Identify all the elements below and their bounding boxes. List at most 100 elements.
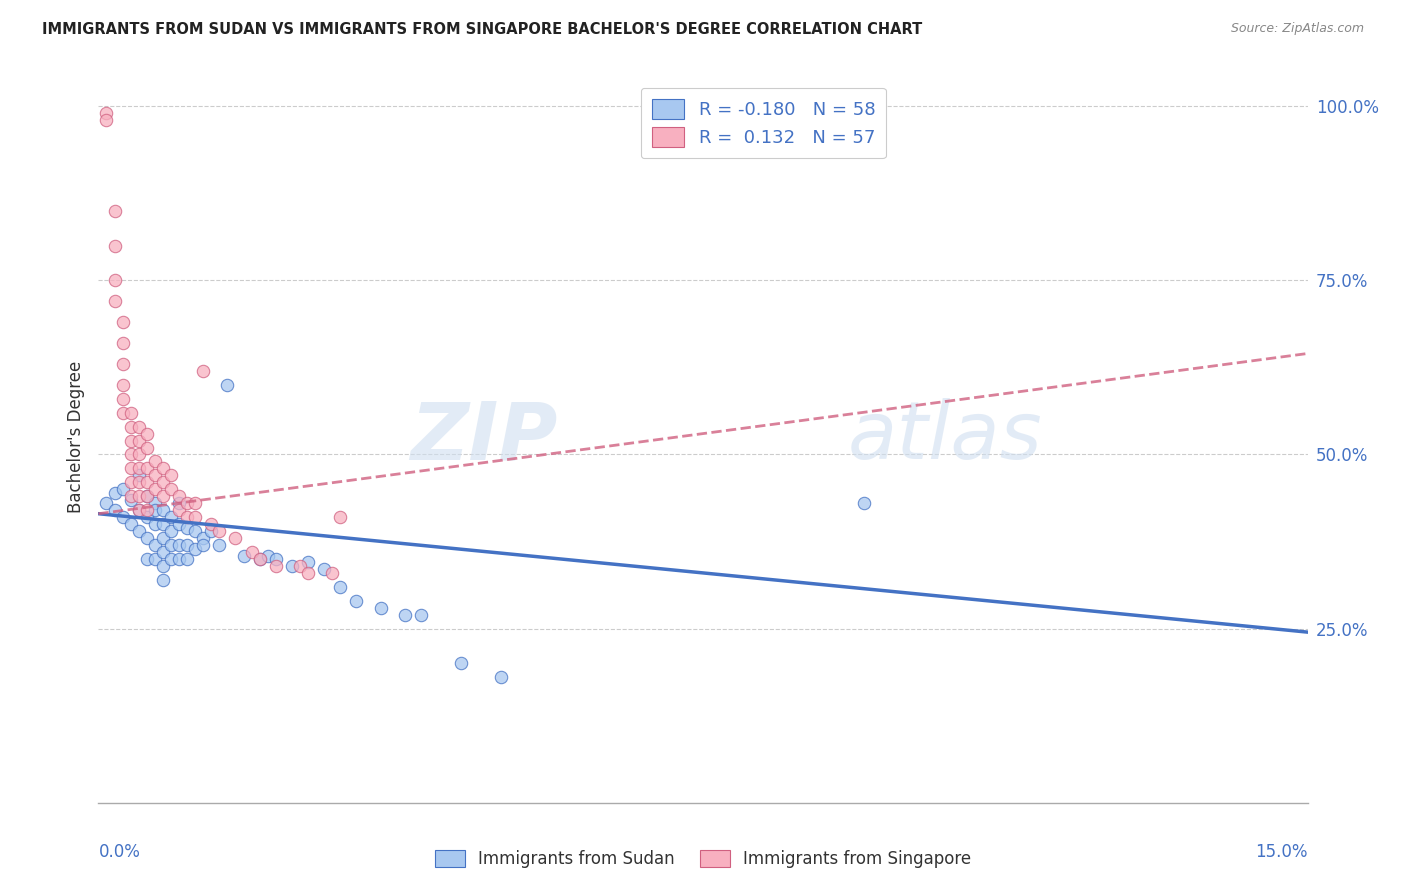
- Point: [111, 406, 134, 420]
- Point: [143, 503, 166, 517]
- Point: [96, 106, 118, 120]
- Point: [176, 552, 198, 566]
- Point: [120, 489, 142, 503]
- Point: [450, 657, 472, 671]
- Point: [120, 461, 142, 475]
- Text: 0.0%: 0.0%: [98, 843, 141, 861]
- Point: [120, 406, 142, 420]
- Point: [120, 419, 142, 434]
- Point: [135, 489, 157, 503]
- Point: [111, 336, 134, 351]
- Point: [135, 531, 157, 545]
- Text: ZIP: ZIP: [411, 398, 558, 476]
- Point: [103, 485, 125, 500]
- Point: [184, 510, 207, 524]
- Point: [167, 552, 190, 566]
- Text: 15.0%: 15.0%: [1256, 843, 1308, 861]
- Point: [200, 524, 222, 538]
- Point: [128, 524, 150, 538]
- Point: [120, 492, 142, 507]
- Point: [184, 541, 207, 556]
- Point: [249, 552, 271, 566]
- Point: [128, 503, 150, 517]
- Point: [128, 489, 150, 503]
- Point: [281, 558, 304, 573]
- Point: [160, 468, 183, 483]
- Point: [297, 566, 319, 580]
- Point: [200, 517, 222, 532]
- Text: Source: ZipAtlas.com: Source: ZipAtlas.com: [1230, 22, 1364, 36]
- Point: [193, 538, 215, 552]
- Point: [176, 538, 198, 552]
- Point: [152, 558, 174, 573]
- Point: [103, 238, 125, 252]
- Point: [160, 552, 183, 566]
- Point: [120, 475, 142, 490]
- Point: [297, 556, 319, 570]
- Point: [143, 496, 166, 510]
- Point: [143, 468, 166, 483]
- Point: [288, 558, 311, 573]
- Point: [111, 315, 134, 329]
- Point: [135, 475, 157, 490]
- Point: [120, 517, 142, 532]
- Point: [160, 483, 183, 497]
- Point: [264, 552, 287, 566]
- Point: [143, 538, 166, 552]
- Point: [135, 503, 157, 517]
- Point: [111, 483, 134, 497]
- Point: [152, 517, 174, 532]
- Point: [135, 426, 157, 441]
- Point: [370, 600, 392, 615]
- Point: [264, 558, 287, 573]
- Point: [128, 448, 150, 462]
- Point: [152, 475, 174, 490]
- Text: atlas: atlas: [848, 398, 1043, 476]
- Point: [135, 489, 157, 503]
- Point: [176, 510, 198, 524]
- Point: [103, 503, 125, 517]
- Point: [329, 510, 352, 524]
- Point: [240, 545, 263, 559]
- Point: [176, 496, 198, 510]
- Point: [143, 517, 166, 532]
- Point: [128, 475, 150, 490]
- Point: [232, 549, 254, 563]
- Point: [143, 552, 166, 566]
- Y-axis label: Bachelor's Degree: Bachelor's Degree: [66, 361, 84, 513]
- Point: [128, 468, 150, 483]
- Point: [128, 419, 150, 434]
- Point: [167, 538, 190, 552]
- Point: [491, 670, 513, 684]
- Point: [217, 377, 239, 392]
- Point: [160, 538, 183, 552]
- Text: IMMIGRANTS FROM SUDAN VS IMMIGRANTS FROM SINGAPORE BACHELOR'S DEGREE CORRELATION: IMMIGRANTS FROM SUDAN VS IMMIGRANTS FROM…: [42, 22, 922, 37]
- Point: [96, 113, 118, 128]
- Point: [128, 503, 150, 517]
- Point: [152, 489, 174, 503]
- Point: [167, 496, 190, 510]
- Point: [111, 392, 134, 406]
- Point: [135, 552, 157, 566]
- Point: [224, 531, 246, 545]
- Point: [176, 521, 198, 535]
- Point: [409, 607, 432, 622]
- Point: [111, 510, 134, 524]
- Point: [184, 496, 207, 510]
- Point: [135, 441, 157, 455]
- Legend: R = -0.180   N = 58, R =  0.132   N = 57: R = -0.180 N = 58, R = 0.132 N = 57: [641, 87, 886, 158]
- Point: [853, 496, 876, 510]
- Point: [167, 503, 190, 517]
- Point: [120, 448, 142, 462]
- Point: [120, 434, 142, 448]
- Point: [135, 510, 157, 524]
- Point: [249, 552, 271, 566]
- Point: [103, 294, 125, 309]
- Point: [152, 545, 174, 559]
- Legend: Immigrants from Sudan, Immigrants from Singapore: Immigrants from Sudan, Immigrants from S…: [427, 843, 979, 875]
- Point: [193, 364, 215, 378]
- Point: [128, 461, 150, 475]
- Point: [167, 489, 190, 503]
- Point: [103, 273, 125, 287]
- Point: [152, 461, 174, 475]
